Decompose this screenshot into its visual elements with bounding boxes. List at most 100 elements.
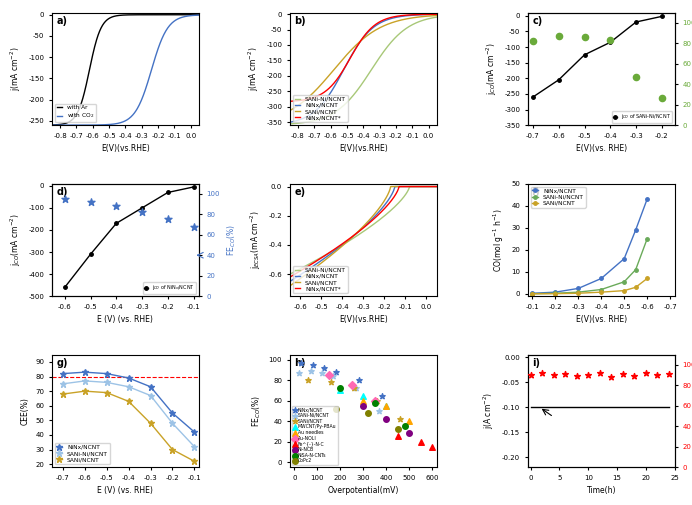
Y-axis label: CEE(%): CEE(%) (21, 397, 30, 425)
j$_{CO}$ of SANi-Ni/NCNT (529, 94, 537, 100)
j$_{CO}$ of NiN$_x$/NCNT (86, 251, 95, 257)
j$_{CO}$ of NiN$_x$/NCNT (138, 205, 146, 211)
Y-axis label: FE$_{CO}$(%): FE$_{CO}$(%) (251, 395, 263, 427)
SANi-Ni/NCNT (351, 384, 362, 392)
Line: SANi-Ni/NCNT: SANi-Ni/NCNT (60, 377, 198, 450)
SANi/NCNT (286, 283, 294, 289)
NiNx/NCNT (286, 278, 295, 284)
Line: SANi/NCNT: SANi/NCNT (531, 277, 649, 295)
with Ar (172, 12, 180, 18)
X-axis label: E (V) (vs. RHE): E (V) (vs. RHE) (98, 315, 154, 324)
Line: NiNx/NCNT*: NiNx/NCNT* (290, 186, 437, 277)
Point (594, 369, 606, 377)
SANi-Ni/NCNT (643, 236, 651, 242)
Y-axis label: j$_{CO}$(mA cm$^{-2}$): j$_{CO}$(mA cm$^{-2}$) (8, 214, 23, 266)
Point (629, 372, 640, 380)
Line: j$_{CO}$ of NiN$_x$/NCNT: j$_{CO}$ of NiN$_x$/NCNT (63, 185, 195, 289)
SANi/NCNT (286, 107, 295, 113)
Y-axis label: CO(mol g$^{-1}$ h$^{-1}$): CO(mol g$^{-1}$ h$^{-1}$) (491, 208, 506, 272)
NiNx/NCNT* (376, 19, 384, 25)
SANi/NCNT (394, 415, 406, 423)
SANi/NCNT (286, 282, 295, 288)
Point (60, 195, 71, 203)
Au needles (403, 417, 415, 425)
with CO$_2$ (48, 122, 56, 128)
SANi-Ni/NCNT (419, 17, 427, 23)
NiNx/NCNT (376, 20, 384, 26)
CoPc2 (363, 409, 374, 417)
Line: SANi-Ni/NCNT: SANi-Ni/NCNT (290, 17, 437, 124)
Au-NOLI (323, 371, 334, 379)
j$_{CO}$ of NiN$_x$/NCNT (164, 189, 172, 195)
NiNx/NCNT (419, 12, 427, 18)
SANi-Ni/NCNT (373, 219, 381, 225)
SANi/NCNT (597, 289, 606, 295)
NiNx/NCNT* (419, 12, 427, 18)
NiNx/NCNT (373, 211, 381, 217)
Point (579, 33, 590, 41)
SANi-Ni/NCNT (286, 121, 295, 127)
NiNx/NCNT (330, 368, 341, 376)
NiNx/NCNT (552, 289, 560, 295)
Point (527, 37, 538, 45)
with CO$_2$ (181, 14, 189, 20)
NiNx/NCNT (528, 290, 536, 296)
SANi/NCNT (59, 391, 67, 397)
Legend: NiNx/NCNT, SANi-Ni/NCNT, SANi/NCNT, MWCNT/Py-PBAu, Au needles, Au-NOLI, Fe^{-}-N: NiNx/NCNT, SANi-Ni/NCNT, SANi/NCNT, MWCN… (292, 406, 338, 465)
with CO$_2$ (135, 102, 143, 108)
SANi/NCNT (373, 208, 381, 214)
Legend: NiNx/NCNT, SANi-Ni/NCNT, SANi/NCNT: NiNx/NCNT, SANi-Ni/NCNT, SANi/NCNT (55, 443, 110, 464)
NiNx/NCNT (125, 375, 133, 381)
SANi-Ni/NCNT (552, 290, 560, 296)
with CO$_2$ (194, 12, 203, 18)
NiNx/NCNT (410, 12, 418, 18)
SANi/NCNT (620, 287, 628, 293)
Point (656, 93, 667, 102)
j$_{CO}$ of SANi-Ni/NCNT (632, 19, 640, 25)
j$_{CO}$ of NiN$_x$/NCNT (190, 184, 198, 190)
SANi/NCNT (419, 183, 428, 189)
SANi/NCNT (376, 25, 384, 31)
NiNx/NCNT (319, 364, 330, 372)
Line: with CO$_2$: with CO$_2$ (52, 15, 199, 125)
Point (525, 371, 536, 379)
SANi-Ni/NCNT (190, 443, 199, 449)
Fe^{-}-N-C (426, 442, 437, 450)
Text: b): b) (294, 16, 306, 26)
Y-axis label: j(mA cm$^{-2}$): j(mA cm$^{-2}$) (246, 46, 261, 91)
Point (548, 371, 559, 379)
Point (85, 198, 96, 206)
SANi/NCNT (190, 458, 199, 464)
NiNx/NCNT (410, 183, 418, 189)
Legend: with Ar, with CO$_2$: with Ar, with CO$_2$ (55, 104, 96, 122)
SANi-Ni/NCNT (147, 392, 155, 398)
SANi/NCNT (147, 420, 155, 426)
NiNx/NCNT (190, 429, 199, 435)
SANi-Ni/NCNT (286, 271, 294, 277)
NiNx/NCNT (391, 183, 399, 189)
CoPc2 (392, 425, 403, 433)
NiSA-N-CNTs (335, 384, 346, 392)
Point (537, 369, 548, 377)
Legend: j$_{CO}$ of NiN$_x$/NCNT: j$_{CO}$ of NiN$_x$/NCNT (143, 282, 197, 294)
with Ar (135, 12, 143, 18)
NiNx/NCNT (376, 391, 388, 399)
NiNx/NCNT (353, 376, 364, 384)
SANi-Ni/NCNT (373, 219, 381, 225)
SANi-Ni/NCNT (305, 367, 316, 375)
with CO$_2$ (135, 103, 143, 109)
with CO$_2$ (48, 122, 57, 128)
NiNx/NCNT (373, 211, 381, 217)
Point (571, 372, 582, 380)
with CO$_2$ (172, 17, 180, 23)
Point (560, 370, 571, 378)
Point (617, 370, 628, 378)
SANi/NCNT (410, 15, 418, 21)
Line: SANi/NCNT: SANi/NCNT (290, 16, 437, 111)
SANi-Ni/NCNT (286, 271, 295, 277)
j$_{CO}$ of NiN$_x$/NCNT (61, 284, 69, 290)
Y-axis label: FE$_{CO}$(%): FE$_{CO}$(%) (226, 224, 238, 256)
Legend: NiNx/NCNT, SANi-Ni/NCNT, SANi/NCNT: NiNx/NCNT, SANi-Ni/NCNT, SANi/NCNT (531, 186, 585, 208)
SANi-Ni/NCNT (432, 183, 441, 189)
with Ar (135, 12, 143, 18)
